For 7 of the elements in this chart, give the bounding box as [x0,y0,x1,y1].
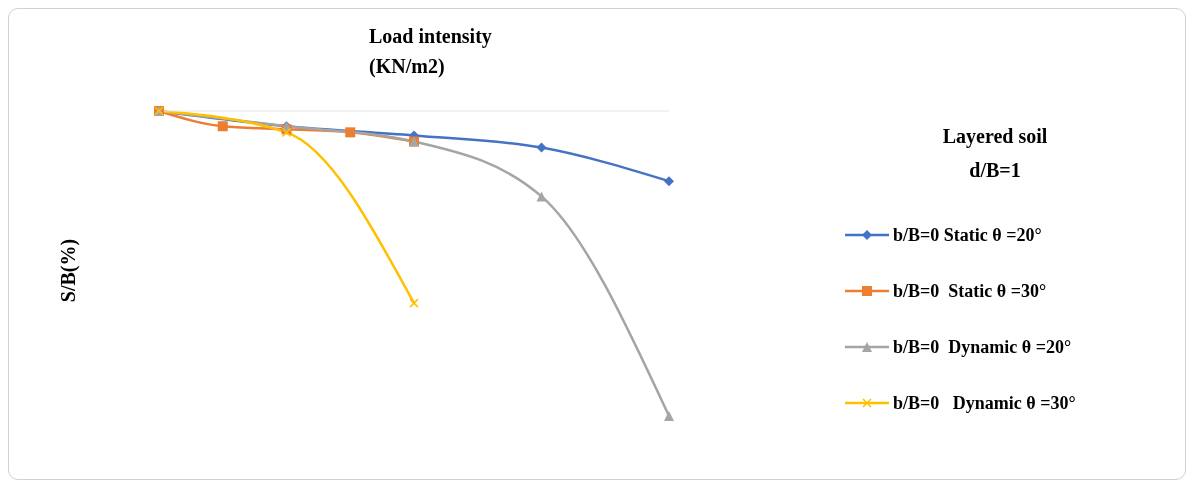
y-axis-title: S/B(%) [57,238,81,303]
legend-label: b/B=0 Static θ =20° [893,224,1042,246]
x-axis-title: Load intensity (KN/m2) [369,24,492,80]
legend-label: b/B=0 Dynamic θ =30° [893,392,1076,414]
legend-label: b/B=0 Dynamic θ =20° [893,336,1072,358]
legend-title: Layered soil d/B=1 [941,124,1049,183]
legend-label: b/B=0 Static θ =30° [893,280,1047,302]
